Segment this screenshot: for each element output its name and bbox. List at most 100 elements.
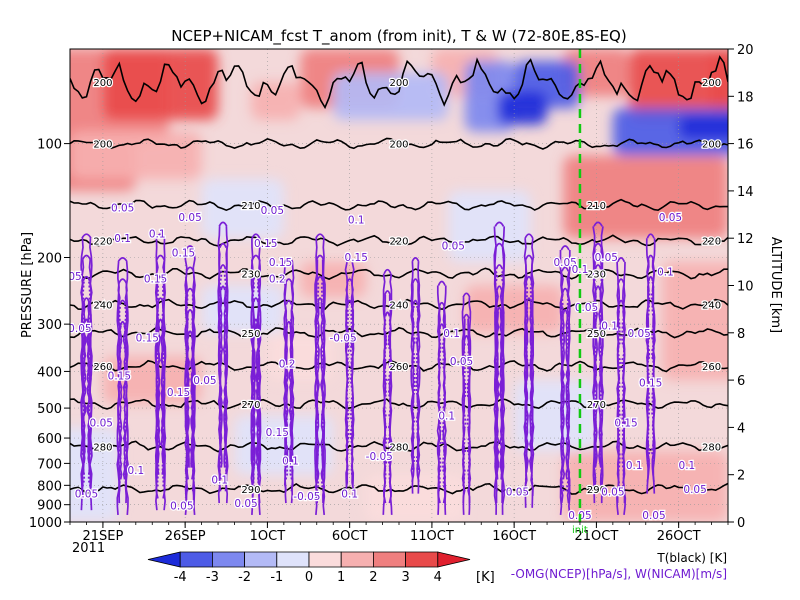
omega-contour-line xyxy=(437,280,446,286)
anomaly-cell xyxy=(366,474,465,522)
omega-contour-label: -0.05 xyxy=(293,491,320,503)
anomaly-cell xyxy=(102,49,219,120)
omega-contour-line xyxy=(346,299,353,305)
omega-contour-line xyxy=(156,254,165,260)
omega-contour-line xyxy=(646,280,651,471)
omega-contour-label: 0.15 xyxy=(266,427,289,439)
temperature-contour-labels: 200 200 200 210 210 220 220 220 230 230 240 240 240 2… xyxy=(92,77,722,497)
omega-legend: -OMG(NCEP)[hPa/s], W(NICAM)[m/s] xyxy=(511,567,727,581)
omega-contour-line xyxy=(565,313,569,480)
omega-contour-line xyxy=(617,304,621,492)
omega-contour-label: 0.05 xyxy=(642,510,665,522)
temperature-contour-label: 280 xyxy=(702,442,721,453)
omega-contour-line xyxy=(565,292,570,492)
omega-contour-label: 0.1 xyxy=(438,411,455,423)
omega-contour-line xyxy=(316,302,320,480)
omega-contours xyxy=(80,221,656,516)
omega-contour-line xyxy=(185,266,195,272)
omega-contour-line xyxy=(438,327,442,492)
colorbar-tick-label: -4 xyxy=(174,570,187,585)
omega-contour-line xyxy=(157,323,161,463)
anomaly-cell xyxy=(333,72,449,120)
temperature-contour-label: 240 xyxy=(93,300,112,311)
omega-contour-label: 0.1 xyxy=(211,474,228,486)
omega-contour-label: 0.15 xyxy=(108,370,131,382)
anomaly-cell xyxy=(563,155,728,239)
omega-contour-label: 0.15 xyxy=(269,257,292,269)
omega-contour-label: 0.2 xyxy=(269,273,286,285)
x-tick-label: 16OCT xyxy=(492,529,536,544)
temperature-contour-label: 210 xyxy=(587,201,606,212)
y-right-tick-label: 10 xyxy=(737,280,754,295)
omega-contour-line xyxy=(255,323,260,468)
omega-contour-line xyxy=(157,297,164,303)
omega-contour-label: 0.1 xyxy=(149,228,166,240)
y-left-tick-label: 700 xyxy=(37,457,62,472)
omega-contour-line xyxy=(384,290,391,296)
omega-contour-line xyxy=(117,257,128,263)
omega-contour-line xyxy=(251,254,260,260)
omega-contour-label: 0.2 xyxy=(279,359,296,371)
colorbar-segment xyxy=(372,551,407,568)
omega-contour-label: 0.05 xyxy=(178,212,201,224)
y-right-tick-label: 0 xyxy=(737,516,745,531)
omega-contour-line xyxy=(463,313,470,319)
omega-contour-line xyxy=(186,309,194,315)
chart-title: NCEP+NICAM_fcst T_anom (from init), T & … xyxy=(171,27,626,46)
temperature-contour-label: 260 xyxy=(389,362,408,373)
omega-contour-line xyxy=(320,302,324,480)
temperature-contour-label: 230 xyxy=(587,270,606,281)
omega-contour-line xyxy=(346,304,350,475)
colorbar-tick-label: 0 xyxy=(305,570,313,585)
y-right-tick-label: 2 xyxy=(737,469,745,484)
omega-contour-label: 0.15 xyxy=(136,333,159,345)
omega-contour-label: 0.15 xyxy=(167,387,190,399)
temperature-contour-label: 220 xyxy=(93,237,112,248)
omega-contour-label: 0.05 xyxy=(111,202,134,214)
temperature-contour-label: 250 xyxy=(241,329,260,340)
anomaly-cell xyxy=(563,451,728,522)
omega-contour-label: 0.1 xyxy=(626,460,643,472)
temperature-contour-label: 260 xyxy=(93,362,112,373)
y-right-tick-label: 20 xyxy=(737,43,754,58)
omega-contour-line xyxy=(412,278,419,284)
omega-contour-label: 0.1 xyxy=(572,264,589,276)
omega-contour-line xyxy=(157,318,164,324)
omega-contour-line xyxy=(593,221,603,227)
omega-contour-label: 0.05 xyxy=(90,418,113,430)
temperature-contour-label: 200 xyxy=(389,78,408,89)
omega-contour-line xyxy=(184,271,189,504)
temperature-legend: T(black) [K] xyxy=(656,551,727,565)
omega-contour-label: 0.1 xyxy=(348,214,365,226)
init-marker-label: init xyxy=(572,525,588,536)
omega-contour-line xyxy=(646,233,655,239)
omega-contour-label: 0.15 xyxy=(172,247,195,259)
omega-contour-line xyxy=(525,275,533,282)
y-left-tick-label: 900 xyxy=(37,499,62,514)
temperature-contour-line xyxy=(70,234,728,247)
x-tick-label: 26OCT xyxy=(657,529,701,544)
omega-contour-label: 0.1 xyxy=(114,233,131,245)
temperature-contour-label: 260 xyxy=(702,362,721,373)
anomaly-cell xyxy=(497,91,548,125)
anomaly-cell xyxy=(300,261,367,298)
y-left-tick-label: 600 xyxy=(37,432,62,447)
omega-contour-line xyxy=(83,297,90,303)
omega-contour-label: 0.1 xyxy=(282,456,299,468)
omega-contour-line xyxy=(315,280,320,492)
omega-contour-label: 0.05 xyxy=(450,356,473,368)
omega-contour-label: 0.05 xyxy=(442,240,465,252)
plot-area: 200 200 200 210 210 220 220 220 230 230 240 240 240 2… xyxy=(70,49,728,522)
omega-contour-line xyxy=(252,297,259,303)
temperature-contour-label: 210 xyxy=(241,201,260,212)
omega-contour-line xyxy=(441,327,446,492)
axes: 21SEP 26SEP 1OCT 6OCT 11OCT 16OCT 21OCT 26OCT 10… xyxy=(29,43,754,544)
omega-contour-line xyxy=(160,323,164,463)
omega-contour-line xyxy=(220,285,226,291)
omega-contour-labels: 0.05 0.1 0.05 0.1 0.15 0.05 0.15 0.05 0.15 0.15 0.… xyxy=(70,201,708,522)
anomaly-cell xyxy=(711,49,728,120)
omega-contour-label: 0.05 xyxy=(261,205,284,217)
temperature-contour-label: 230 xyxy=(241,270,260,281)
omega-contour-line xyxy=(526,297,532,303)
omega-contour-line xyxy=(81,233,92,239)
